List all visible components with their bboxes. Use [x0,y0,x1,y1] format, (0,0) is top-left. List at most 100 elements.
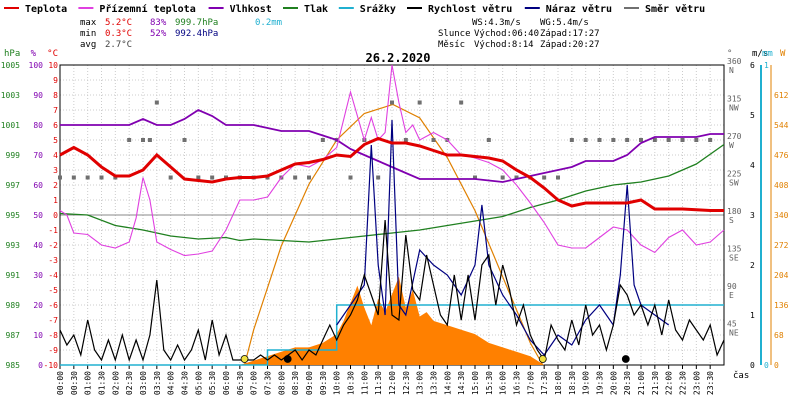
wind-direction-point [431,138,436,142]
stat-max-temp: 5.2°C [105,18,132,28]
axis-pressure-tick: 1005 [1,61,20,70]
axis-humidity-tick: 100 [29,61,44,70]
stat-min-hum: 52% [150,29,167,39]
axis-humidity-tick: 60 [33,181,43,190]
axis-direction-name: SW [729,179,739,188]
axis-pressure-tick: 989 [6,301,21,310]
axis-solar-tick: 476 [774,151,789,160]
wind-direction-point [473,175,477,180]
wind-direction-point [210,175,215,180]
x-tick-label: 11:00 [360,371,369,395]
axis-direction-name: W [729,141,734,150]
axis-temperature-tick: -6 [48,301,58,310]
wind-direction-point [182,138,187,142]
axis-direction-tick: 315 [727,95,742,104]
x-tick-label: 16:00 [499,371,508,395]
x-tick-label: 18:00 [554,371,563,395]
axis-temperature-tick: -4 [48,271,58,280]
wind-direction-point [666,138,671,142]
axis-pressure-unit: hPa [4,49,20,59]
wind-direction-point [652,138,657,142]
grid [59,64,725,366]
x-tick-label: 17:00 [526,371,535,395]
axis-solar-tick: 204 [774,271,789,280]
wind-direction-point [293,175,298,180]
stat-avg-label: avg [80,40,96,50]
x-tick-label: 12:30 [402,371,411,395]
wind-direction-point [611,138,616,142]
axis-temperature-tick: -7 [48,316,58,325]
x-tick-label: 07:00 [250,371,259,395]
x-tick-label: 23:00 [692,371,701,395]
axis-wind-tick: 3 [750,211,755,220]
x-tick-label: 03:30 [153,371,162,395]
wind-direction-point [514,175,519,180]
wind-direction-point [99,175,104,180]
sunrise-marker [240,355,249,363]
wind-direction-point [320,138,325,142]
axis-pressure-tick: 997 [6,181,21,190]
axis-direction-name: S [729,216,734,225]
info-moon-label: Měsíc [438,40,465,50]
axis-direction-tick: 180 [727,207,742,216]
x-tick-label: 23:30 [706,371,715,395]
axis-humidity-tick: 30 [33,271,43,280]
axis-temperature-tick: 4 [53,151,58,160]
axis-temperature-tick: 1 [53,196,58,205]
wind-speed-line [59,219,725,363]
x-tick-label: 02:30 [125,371,134,395]
x-tick-label: 02:00 [111,371,120,395]
wind-direction-point [542,175,547,180]
axis-humidity-tick: 90 [33,91,43,100]
x-tick-label: 08:00 [277,371,286,395]
x-tick-label: 19:30 [596,371,605,395]
axis-solar-tick: 544 [774,121,789,130]
x-tick-label: 21:00 [637,371,646,395]
wind-direction-point [556,175,560,180]
axis-direction-name: NE [729,329,739,338]
axis-pressure-tick: 991 [6,271,21,280]
x-tick-label: 21:30 [651,371,660,395]
stat-max-rain: 0.2mm [255,18,282,28]
axis-solar-tick: 340 [774,211,789,220]
x-tick-label: 18:30 [568,371,577,395]
moonrise-marker [283,355,292,363]
stat-max-label: max [80,18,97,28]
axis-direction-unit: ° [727,49,732,59]
axis-temperature-tick: 8 [53,91,58,100]
axis-temperature-tick: -9 [48,346,58,355]
axes: hPa985987989991993995997999100110031005%… [1,49,789,395]
wind-gust-line [336,119,670,356]
axis-temperature-tick: 6 [53,121,58,130]
wind-direction-point [459,100,464,105]
info-moonset: Západ:20:27 [540,40,600,50]
axis-wind-tick: 0 [750,361,755,370]
wind-direction-point [127,138,132,142]
stat-min-temp: 0.3°C [105,29,132,39]
precipitation-line [60,304,724,366]
wind-direction-point [348,175,353,180]
axis-pressure-tick: 985 [6,361,21,370]
x-tick-label: 17:30 [540,371,549,395]
stats-panel: max 5.2°C 83% 999.7hPa 0.2mm min 0.3°C 5… [80,18,600,50]
axis-temperature-tick: 3 [53,166,58,175]
wind-direction-point [147,138,152,142]
wind-direction-point [390,100,394,105]
x-tick-label: 10:00 [333,371,342,395]
info-moonrise: Východ:8:14 [474,40,534,50]
axis-pressure-tick: 1003 [1,91,20,100]
axis-humidity-tick: 80 [33,121,43,130]
axis-wind-tick: 6 [750,61,755,70]
axis-wind-tick: 4 [750,161,755,170]
x-tick-label: 14:30 [457,371,466,395]
axis-temperature-tick: -3 [48,256,58,265]
wind-direction-point [196,175,201,180]
axis-temperature-tick: 5 [53,136,58,145]
x-tick-label: 16:30 [513,371,522,395]
temperature-line [59,136,724,212]
x-tick-label: 09:00 [305,371,314,395]
axis-humidity-tick: 50 [33,211,43,220]
stat-max-press: 999.7hPa [175,18,218,28]
axis-humidity-tick: 10 [33,331,43,340]
x-tick-label: 00:30 [70,371,79,395]
